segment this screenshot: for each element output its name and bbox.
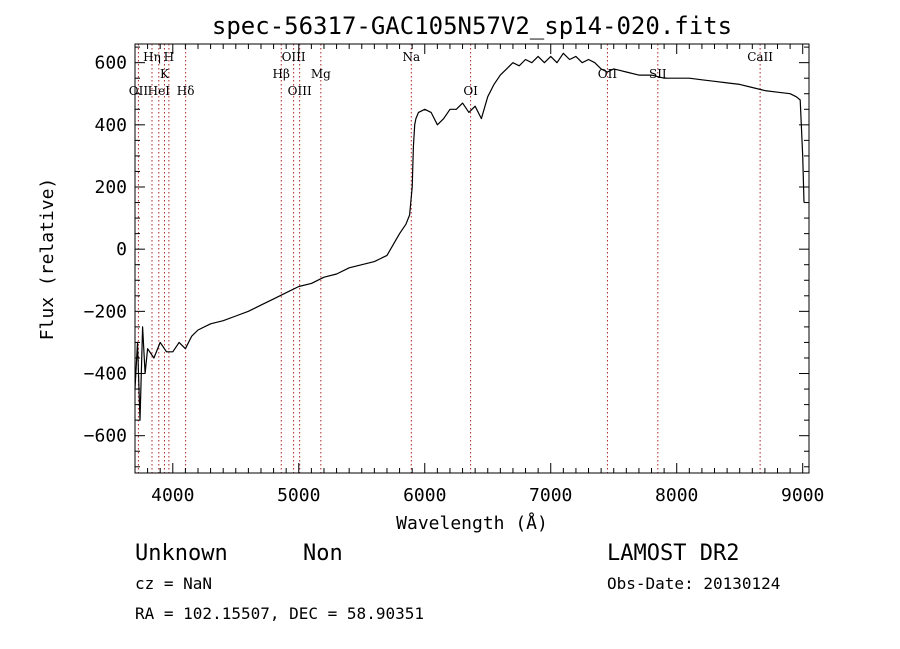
- spectral-line-label: H: [164, 50, 174, 64]
- coordinates-text: RA = 102.15507, DEC = 58.90351: [135, 604, 424, 623]
- y-axis-ticks: −600 −400 −200 0 200 400 600: [84, 46, 809, 468]
- x-tick-label: 7000: [529, 485, 572, 506]
- y-tick-label: 0: [116, 239, 127, 260]
- spectral-line-label: OIII: [282, 50, 306, 64]
- x-tick-label: 9000: [781, 485, 824, 506]
- spectral-line-label: CaII: [747, 50, 773, 64]
- spectral-line-label: OII: [129, 84, 149, 98]
- spectral-line-label: OI: [463, 84, 478, 98]
- y-tick-label: 400: [94, 115, 127, 136]
- spectral-line-label: Hβ: [273, 67, 290, 81]
- spectral-line-label: Mg: [311, 67, 331, 81]
- y-tick-label: 600: [94, 53, 127, 74]
- x-tick-label: 4000: [151, 485, 194, 506]
- x-tick-label: 6000: [403, 485, 446, 506]
- y-tick-label: −400: [84, 364, 127, 385]
- spectral-line-label: Hδ: [177, 84, 195, 98]
- survey-name: LAMOST DR2: [607, 541, 739, 566]
- x-tick-label: 5000: [277, 485, 320, 506]
- x-tick-label: 8000: [655, 485, 698, 506]
- spectrum-series: [134, 52, 805, 421]
- spectral-line-label: OIII: [288, 84, 312, 98]
- chart-title: spec-56317-GAC105N57V2_sp14-020.fits: [212, 12, 732, 40]
- x-axis-ticks: 4000 5000 6000 7000 8000 9000: [147, 44, 824, 506]
- object-class: Unknown: [135, 541, 228, 566]
- spectral-line-label: OII: [598, 67, 618, 81]
- y-tick-label: 200: [94, 177, 127, 198]
- plot-frame: [134, 43, 810, 474]
- y-tick-label: −600: [84, 426, 127, 447]
- spectral-line-label: SII: [649, 67, 667, 81]
- y-tick-label: −200: [84, 301, 127, 322]
- x-axis-label: Wavelength (Å): [396, 512, 548, 534]
- observation-date: Obs-Date: 20130124: [607, 574, 780, 593]
- y-axis-label: Flux (relative): [37, 178, 58, 341]
- spectral-line-label: K: [160, 67, 170, 81]
- spectral-line-labels: OII Hη HeI KH Hδ Hβ OIII OIII Mg Na OI OII SII CaII: [129, 50, 774, 98]
- spectral-line-label: Hη: [143, 50, 161, 64]
- object-subclass: Non: [303, 541, 343, 566]
- spectrum-line: [134, 52, 805, 421]
- redshift-text: cz = NaN: [135, 574, 212, 593]
- spectral-line-label: Na: [402, 50, 420, 64]
- spectral-line-markers: [137, 44, 761, 473]
- spectral-line-label: HeI: [148, 84, 171, 98]
